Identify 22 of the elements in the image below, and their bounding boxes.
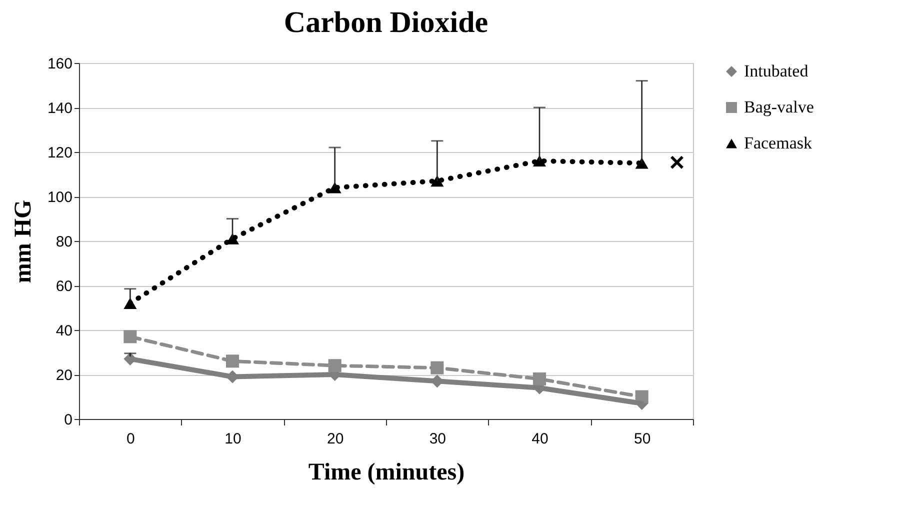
annotation: × [669,147,685,177]
x-tick-label: 20 [326,430,344,448]
chart-title: Carbon Dioxide [284,6,488,39]
x-tick-label: 40 [532,430,548,448]
y-tick-label: 0 [64,412,72,428]
y-tick-label: 80 [56,234,72,250]
y-tick-label: 20 [56,367,72,384]
y-tick-label: 60 [56,278,72,295]
x-axis-title: Time (minutes) [308,460,465,486]
y-tick-label: 160 [47,56,72,72]
y-tick-label: 140 [47,100,72,117]
y-tick-label: 100 [47,189,72,206]
x-tick-label: 30 [429,430,446,448]
y-tick-label: 120 [47,144,72,162]
x-tick-label: 50 [634,430,651,448]
x-tick-label: 10 [224,430,242,448]
legend-label: Intubated [744,62,809,80]
legend-label: Bag-valve [744,98,814,116]
legend-label: Facemask [744,134,812,152]
x-tick-label: 0 [126,430,135,448]
y-axis-title: mm HG [10,200,36,284]
y-tick-label: 40 [56,322,72,340]
